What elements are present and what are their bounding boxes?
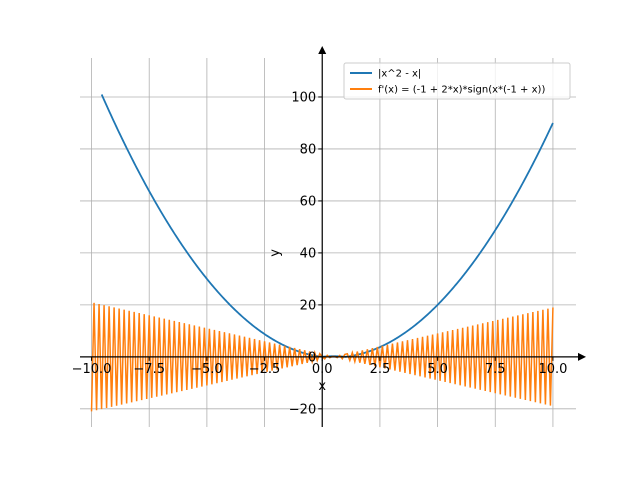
y-tick-label: 40 bbox=[300, 246, 317, 261]
y-tick-label: 100 bbox=[291, 90, 316, 105]
x-tick-label: −5.0 bbox=[191, 362, 223, 377]
x-tick-label: −10.0 bbox=[72, 362, 112, 377]
x-tick-label: 0.0 bbox=[312, 362, 333, 377]
x-tick-label: −2.5 bbox=[249, 362, 281, 377]
x-tick-label: 7.5 bbox=[485, 362, 506, 377]
y-tick-label: 20 bbox=[300, 298, 317, 313]
y-tick-label: 0 bbox=[308, 350, 316, 365]
x-axis-arrow bbox=[578, 352, 586, 361]
x-tick-label: 5.0 bbox=[427, 362, 448, 377]
legend-label-derivative: f'(x) = (-1 + 2*x)*sign(x*(-1 + x)) bbox=[378, 85, 545, 96]
series-abs-curve bbox=[100, 94, 554, 358]
y-tick-label: 80 bbox=[300, 142, 317, 157]
y-tick-label: −20 bbox=[289, 402, 316, 417]
y-tick-label: 60 bbox=[300, 194, 317, 209]
axes bbox=[80, 46, 586, 427]
y-axis-arrow bbox=[318, 46, 327, 54]
legend-box bbox=[343, 62, 571, 100]
x-axis-label: x bbox=[318, 379, 326, 394]
x-tick-label: −7.5 bbox=[133, 362, 165, 377]
legend-label-abs-curve: |x^2 - x| bbox=[378, 69, 421, 80]
y-axis-label: y bbox=[268, 249, 283, 257]
legend: |x^2 - x| f'(x) = (-1 + 2*x)*sign(x*(-1 … bbox=[343, 62, 571, 100]
ticks: −10.0 −7.5 −5.0 −2.5 0.0 2.5 5.0 7.5 10.0 −20 0 20 4… bbox=[72, 90, 568, 417]
x-tick-label: 10.0 bbox=[538, 362, 567, 377]
x-tick-label: 2.5 bbox=[370, 362, 391, 377]
